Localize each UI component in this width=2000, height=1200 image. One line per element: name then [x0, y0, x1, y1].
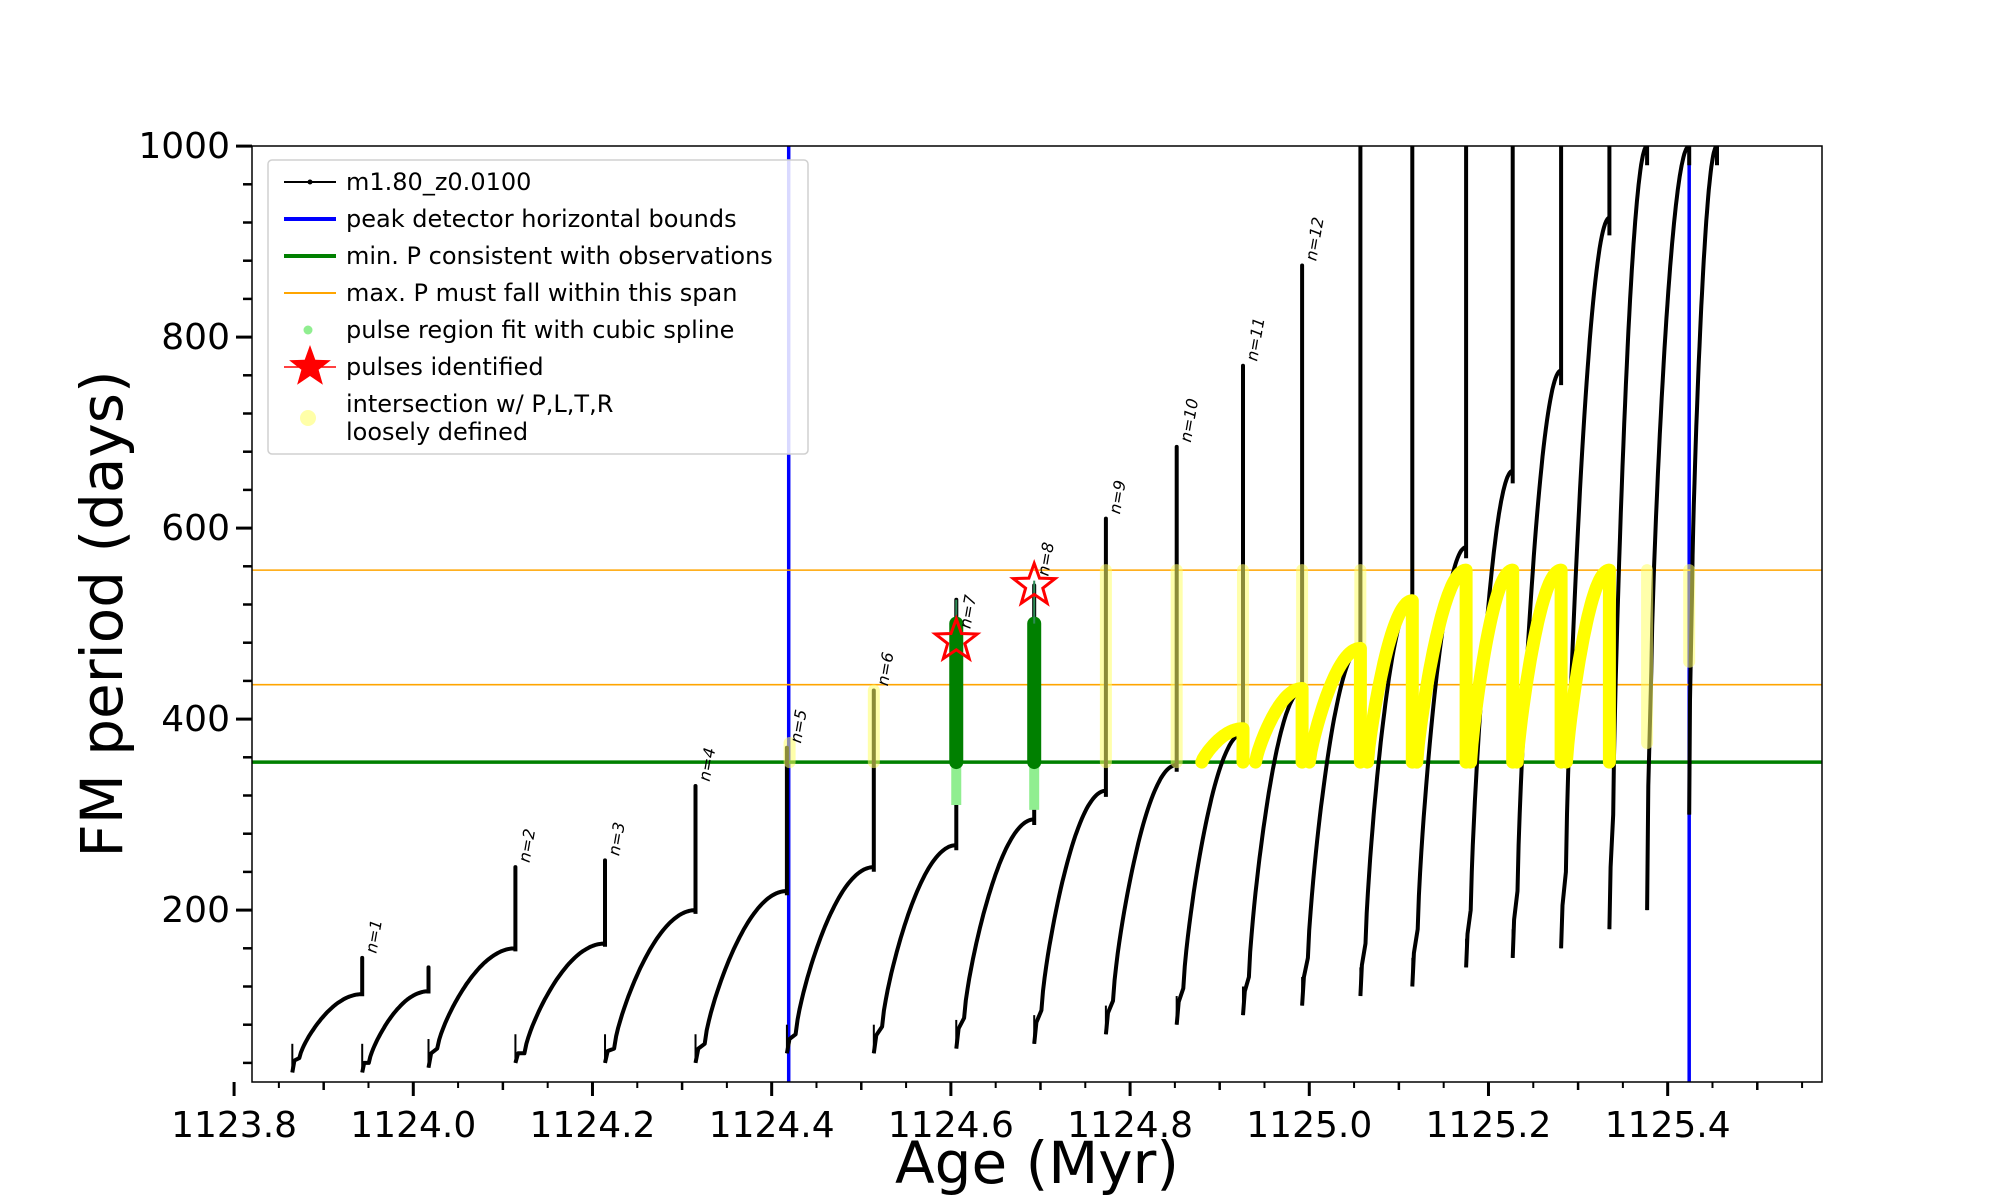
legend-box: [267, 159, 809, 455]
legend-handle-6: [300, 410, 316, 426]
legend-label-1: peak detector horizontal bounds: [346, 205, 737, 233]
series-segment-5: [693, 745, 789, 1064]
pulse-label-0: n=1: [361, 918, 386, 955]
x-tick-label-2: 1124.2: [529, 1105, 655, 1146]
pulse-label-2: n=3: [604, 821, 629, 858]
legend-handle-dot: [307, 179, 313, 185]
legend-label-2: min. P consistent with observations: [346, 242, 773, 270]
x-tick-label-1: 1124.0: [350, 1105, 476, 1146]
y-tick-label-3: 800: [161, 317, 230, 358]
y-axis-title: FM period (days): [68, 370, 136, 857]
intersection-arc-0: [1195, 722, 1250, 769]
legend-handle-4: [303, 325, 313, 335]
intersection-arc-2: [1302, 641, 1367, 769]
series-segment-14: [1358, 146, 1415, 997]
pulse-label-8: n=9: [1105, 479, 1130, 516]
series-segment-10: [1103, 444, 1179, 1035]
pulse-star-1: [1009, 558, 1060, 607]
legend-label-5: pulses identified: [346, 353, 544, 381]
series-segment-18: [1559, 146, 1612, 949]
legend-label-6: intersection w/ P,L,T,R: [346, 390, 613, 418]
pulse-label-3: n=4: [695, 746, 720, 783]
series-segment-1: [360, 965, 431, 1073]
series-segment-7: [871, 597, 959, 1054]
x-axis-title: Age (Myr): [895, 1129, 1179, 1197]
y-tick-label-0: 200: [161, 890, 230, 931]
legend-label-6-line2: loosely defined: [346, 418, 528, 446]
intersection-arc-4: [1410, 563, 1473, 769]
series-segment-3: [513, 858, 607, 1064]
series-segment-17: [1510, 146, 1564, 958]
series-segment-2: [426, 865, 518, 1069]
series-segment-13: [1300, 146, 1363, 1006]
y-tick-label-2: 600: [161, 508, 230, 549]
x-tick-label-7: 1125.2: [1425, 1105, 1551, 1146]
x-tick-label-5: 1124.8: [1067, 1105, 1193, 1146]
series-segment-9: [1032, 516, 1108, 1045]
pulse-label-7: n=8: [1033, 541, 1058, 578]
y-tick-label-4: 1000: [138, 126, 230, 167]
intersection-arc-7: [1559, 563, 1616, 769]
x-tick-label-3: 1124.4: [709, 1105, 835, 1146]
series-segment-20: [1645, 146, 1692, 911]
series-segment-21: [1687, 146, 1719, 815]
plot-frame: [251, 145, 1823, 1083]
legend-label-4: pulse region fit with cubic spline: [346, 316, 734, 344]
intersection-arc-5: [1464, 563, 1520, 769]
pulse-label-6: n=7: [956, 593, 981, 630]
series-segment-8: [954, 583, 1037, 1049]
series-segment-19: [1607, 146, 1650, 930]
legend-label-3: max. P must fall within this span: [346, 279, 737, 307]
pulse-label-5: n=6: [873, 651, 898, 688]
x-tick-label-8: 1125.4: [1605, 1105, 1731, 1146]
intersection-arc-6: [1510, 563, 1568, 769]
series-segment-6: [784, 688, 876, 1054]
series-segment-4: [603, 784, 698, 1064]
pulse-label-10: n=11: [1242, 316, 1268, 363]
x-tick-label-4: 1124.6: [888, 1105, 1014, 1146]
pulse-label-11: n=12: [1301, 216, 1327, 263]
intersection-arc-1: [1249, 682, 1309, 769]
series-segment-11: [1174, 363, 1245, 1025]
pulse-star-0: [931, 614, 982, 663]
pulse-label-1: n=2: [515, 827, 540, 864]
x-tick-label-0: 1123.8: [171, 1105, 297, 1146]
series-segment-15: [1410, 146, 1469, 987]
pulse-label-9: n=10: [1176, 397, 1202, 444]
series-segment-12: [1241, 263, 1305, 1016]
y-tick-label-1: 400: [161, 699, 230, 740]
legend-handle-5: [289, 345, 331, 385]
legend-label-0: m1.80_z0.0100: [346, 168, 531, 196]
series-segment-0: [290, 955, 365, 1073]
series-segment-16: [1464, 146, 1515, 968]
x-tick-label-6: 1125.0: [1246, 1105, 1372, 1146]
intersection-arc-3: [1361, 594, 1419, 769]
